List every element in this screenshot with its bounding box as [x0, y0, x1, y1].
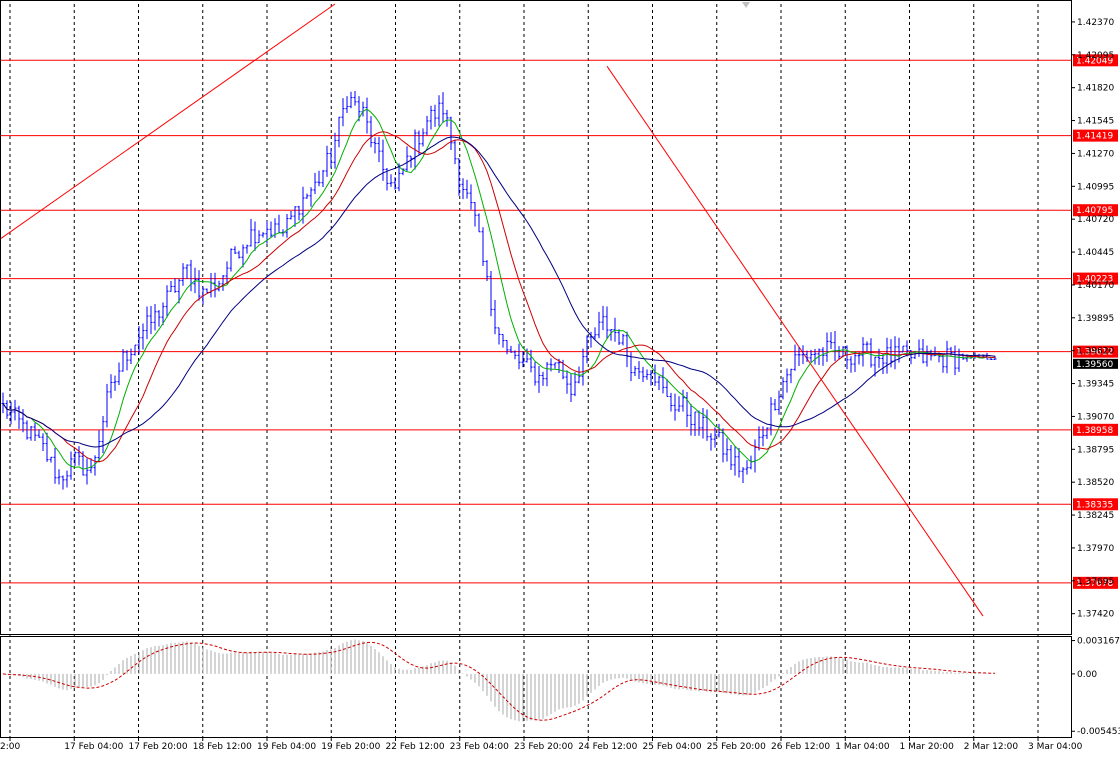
price-tick-label: 1.39895 — [1077, 314, 1114, 324]
price-tick-label: 1.41545 — [1077, 117, 1114, 127]
price-tick-label: 1.37420 — [1077, 610, 1114, 620]
macd-tick-label: 0.00 — [1077, 670, 1097, 680]
time-tick-label: 22 Feb 12:00 — [386, 742, 445, 752]
level-label-bg — [1073, 576, 1118, 589]
trendline — [606, 65, 984, 617]
level-label-bg — [1073, 54, 1118, 67]
horizontal-levels: 1.42049 1.41419 1.40795 1.40223 1.39612 1.389… — [0, 54, 1118, 589]
level-label: 1.40795 — [1076, 206, 1113, 216]
current-price-label: 1.39560 — [1076, 360, 1113, 370]
time-tick-label: 19 Feb 04:00 — [257, 742, 316, 752]
moving-average-line — [2, 108, 995, 470]
price-tick-label: 1.40170 — [1077, 281, 1114, 291]
price-tick-label: 1.40445 — [1077, 248, 1114, 258]
level-label-bg — [1073, 204, 1118, 217]
price-tick-label: 1.40720 — [1077, 215, 1114, 225]
price-tick-label: 1.42095 — [1077, 51, 1114, 61]
macd-tick-label: -0.005453 — [1077, 727, 1120, 737]
price-pane-frame — [0, 0, 1072, 635]
level-label: 1.39612 — [1076, 348, 1113, 358]
time-tick-label: 17 Feb 20:00 — [129, 742, 188, 752]
level-label: 1.41419 — [1076, 132, 1113, 142]
time-tick-label: 1 Mar 20:00 — [900, 742, 955, 752]
price-tick-label: 1.42370 — [1077, 18, 1114, 28]
trendline — [0, 3, 336, 240]
level-label: 1.42049 — [1076, 56, 1113, 66]
time-tick-label: 26 Feb 12:00 — [771, 742, 830, 752]
time-tick-label: 1 Mar 04:00 — [835, 742, 890, 752]
price-tick-label: 1.40995 — [1077, 182, 1114, 192]
time-tick-label: 25 Feb 04:00 — [643, 742, 702, 752]
level-label-bg — [1073, 423, 1118, 436]
price-tick-label: 1.39620 — [1077, 347, 1114, 357]
time-tick-label: 2:00 — [0, 742, 20, 752]
scroll-arrow-icon[interactable] — [742, 2, 750, 8]
price-tick-label: 1.41820 — [1077, 84, 1114, 94]
price-tick-label: 1.41270 — [1077, 149, 1114, 159]
time-tick-label: 17 Feb 04:00 — [64, 742, 123, 752]
time-tick-label: 2 Mar 12:00 — [964, 742, 1019, 752]
moving-average-line — [2, 136, 996, 448]
price-tick-label: 1.39345 — [1077, 380, 1114, 390]
time-tick-label: 19 Feb 20:00 — [321, 742, 380, 752]
macd-pane-frame — [0, 636, 1072, 738]
moving-average-line — [2, 131, 996, 463]
time-tick-label: 24 Feb 12:00 — [578, 742, 637, 752]
axis-labels: 2:00 17 Feb 04:00 17 Feb 20:00 18 Feb 12:00… — [0, 18, 1120, 752]
moving-averages — [2, 108, 996, 470]
macd-signal-line — [2, 641, 996, 721]
level-label: 1.37678 — [1076, 579, 1113, 589]
macd-tick-label: 0.003167 — [1077, 637, 1120, 647]
price-tick-label: 1.38520 — [1077, 478, 1114, 488]
level-label: 1.38335 — [1076, 500, 1113, 510]
time-tick-label: 23 Feb 04:00 — [450, 742, 509, 752]
price-tick-label: 1.37970 — [1077, 544, 1114, 554]
macd-indicator — [2, 639, 996, 722]
current-price-bg — [1073, 358, 1118, 369]
level-label: 1.38958 — [1076, 426, 1113, 436]
price-tick-label: 1.39070 — [1077, 412, 1114, 422]
level-label-bg — [1073, 345, 1118, 358]
level-label-bg — [1073, 129, 1118, 142]
axes — [0, 0, 1075, 741]
price-tick-label: 1.38245 — [1077, 511, 1114, 521]
level-label-bg — [1073, 272, 1118, 285]
time-tick-label: 3 Mar 04:00 — [1028, 742, 1083, 752]
level-label: 1.40223 — [1076, 275, 1113, 285]
time-tick-label: 18 Feb 12:00 — [193, 742, 252, 752]
time-tick-label: 25 Feb 20:00 — [707, 742, 766, 752]
time-tick-label: 23 Feb 20:00 — [514, 742, 573, 752]
trendlines — [0, 3, 984, 617]
price-tick-label: 1.37695 — [1077, 577, 1114, 587]
level-label-bg — [1073, 498, 1118, 511]
grid — [9, 4, 1039, 737]
price-tick-label: 1.38795 — [1077, 445, 1114, 455]
